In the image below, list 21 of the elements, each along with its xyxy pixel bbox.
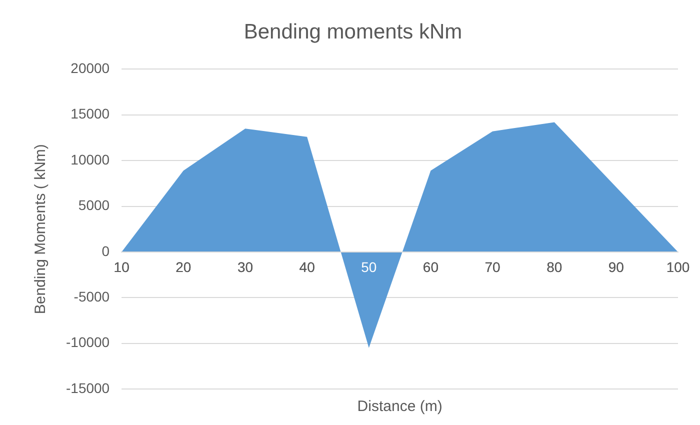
x-tick-label: 60 bbox=[422, 259, 439, 276]
x-tick-label: 40 bbox=[299, 259, 316, 276]
y-tick-label: 10000 bbox=[70, 151, 110, 168]
y-tick-label: 15000 bbox=[70, 106, 110, 122]
x-tick-label: 90 bbox=[608, 259, 624, 276]
x-tick-label: 70 bbox=[484, 259, 501, 276]
x-tick-label: 20 bbox=[176, 259, 192, 276]
y-tick-label: 20000 bbox=[70, 60, 110, 76]
x-axis-title: Distance (m) bbox=[357, 398, 442, 416]
x-tick-label: 30 bbox=[237, 259, 254, 276]
y-tick-label: 0 bbox=[102, 242, 110, 259]
y-tick-label: 5000 bbox=[78, 197, 110, 214]
y-tick-label: -15000 bbox=[66, 380, 110, 396]
x-tick-label: 80 bbox=[546, 259, 562, 276]
chart-title: Bending moments kNm bbox=[244, 20, 462, 44]
x-tick-label: 100 bbox=[666, 259, 690, 276]
x-tick-label: 10 bbox=[114, 259, 130, 276]
y-axis-title: Bending Moments ( kNm) bbox=[32, 144, 50, 314]
y-tick-label: -5000 bbox=[74, 288, 110, 304]
y-tick-label: -10000 bbox=[66, 334, 110, 350]
x-tick-label: 50 bbox=[361, 259, 377, 276]
